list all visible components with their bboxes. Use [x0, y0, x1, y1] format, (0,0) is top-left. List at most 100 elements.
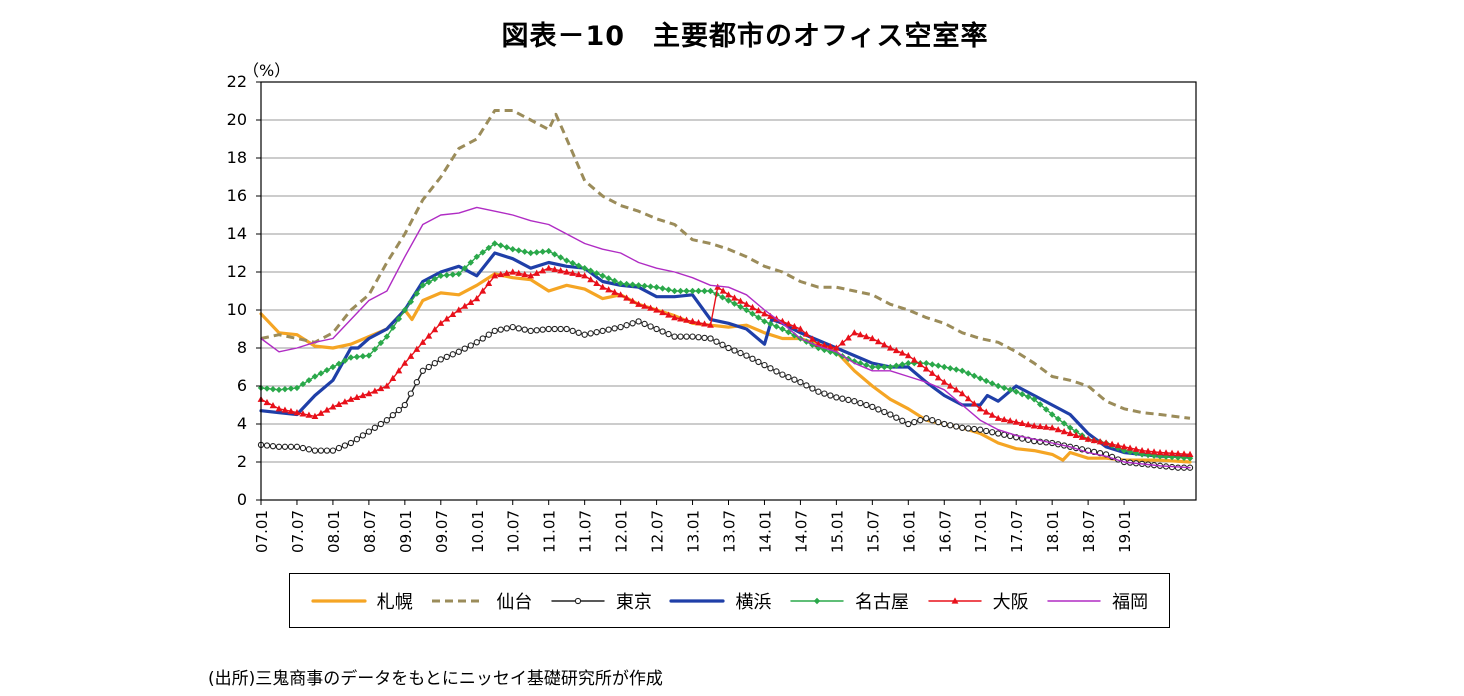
data-point — [1012, 418, 1020, 425]
data-point — [365, 428, 373, 435]
data-point — [958, 390, 966, 397]
data-point — [347, 354, 355, 361]
data-point — [551, 251, 558, 258]
data-point — [557, 254, 564, 261]
data-point — [935, 362, 942, 369]
data-point — [497, 326, 504, 333]
x-tick-label: 16.01 — [900, 510, 918, 553]
data-point — [1042, 406, 1050, 413]
legend-swatch — [669, 598, 726, 603]
data-point — [988, 411, 996, 418]
source-note: (出所)三鬼商事のデータをもとにニッセイ基礎研究所が作成 — [208, 669, 663, 689]
data-point — [731, 300, 738, 307]
data-point — [923, 415, 930, 422]
x-tick-label: 11.07 — [577, 510, 595, 553]
data-point — [377, 420, 385, 428]
data-point — [437, 319, 445, 326]
data-point — [329, 447, 337, 454]
data-point — [329, 363, 337, 371]
legend-label: 札幌 — [376, 591, 413, 613]
x-tick-label: 17.07 — [1008, 510, 1026, 553]
data-point — [449, 351, 456, 358]
data-point — [689, 287, 696, 295]
x-tick-label: 13.01 — [685, 510, 703, 553]
legend-item: 東京 — [550, 588, 652, 614]
data-point — [1132, 445, 1140, 452]
data-point — [359, 353, 367, 360]
data-point — [659, 308, 666, 316]
data-point — [311, 412, 319, 419]
data-point — [862, 333, 870, 340]
data-point — [695, 334, 702, 341]
data-point — [413, 345, 421, 352]
x-tick-label: 08.01 — [325, 510, 343, 553]
legend-swatch-marker — [951, 596, 958, 604]
data-point — [341, 442, 349, 449]
series-line — [260, 267, 1191, 456]
data-point — [443, 271, 451, 279]
data-point — [617, 291, 625, 298]
data-point — [659, 285, 666, 292]
data-point — [929, 361, 936, 368]
x-tick-label: 17.01 — [972, 510, 990, 553]
legend-item: 福岡 — [1046, 588, 1148, 614]
x-tick-label: 09.07 — [433, 510, 451, 553]
data-point — [761, 361, 768, 369]
data-point — [1066, 429, 1074, 437]
data-point — [575, 270, 583, 278]
data-point — [1114, 441, 1122, 449]
data-point — [527, 327, 534, 335]
data-point — [521, 270, 529, 278]
data-point — [1036, 401, 1044, 408]
data-point — [917, 417, 924, 424]
data-point — [803, 330, 810, 337]
data-point — [1078, 433, 1086, 440]
data-point — [515, 325, 522, 332]
data-point — [425, 363, 432, 371]
y-axis-label: （%） — [243, 61, 290, 80]
data-point — [581, 331, 588, 338]
data-point — [971, 372, 978, 380]
data-point — [970, 400, 978, 407]
series-2 — [257, 318, 1194, 471]
data-point — [803, 382, 810, 389]
data-point — [629, 320, 636, 327]
data-point — [539, 267, 547, 274]
data-point — [617, 323, 624, 331]
data-point — [1030, 396, 1038, 403]
data-point — [881, 408, 888, 416]
data-point — [1066, 424, 1074, 431]
data-point — [851, 398, 858, 405]
data-point — [641, 282, 648, 290]
data-point — [941, 363, 948, 371]
data-point — [755, 314, 762, 321]
data-point — [359, 391, 367, 399]
data-point — [353, 353, 361, 361]
data-point — [832, 344, 840, 351]
x-tick-label: 13.07 — [721, 510, 739, 553]
data-point — [653, 325, 660, 333]
data-point — [989, 380, 996, 387]
data-point — [287, 385, 295, 392]
data-point — [263, 385, 271, 392]
data-point — [407, 352, 415, 359]
data-point — [653, 306, 660, 313]
data-point — [587, 276, 595, 283]
data-point — [887, 411, 894, 418]
data-point — [389, 411, 397, 419]
data-point — [1001, 431, 1008, 438]
data-point — [743, 300, 750, 307]
data-point — [395, 367, 403, 374]
data-point — [934, 374, 942, 381]
data-point — [605, 286, 613, 293]
series-line — [259, 251, 1192, 458]
data-point — [299, 410, 307, 417]
data-point — [953, 366, 960, 373]
data-point — [263, 398, 271, 406]
data-point — [653, 284, 660, 291]
y-axis-ticks: 0 2 4 6 8 10 12 14 16 18 20 22 — [227, 72, 261, 509]
data-point — [964, 395, 972, 402]
data-point — [719, 287, 727, 294]
data-point — [491, 327, 498, 335]
data-point — [689, 333, 696, 340]
